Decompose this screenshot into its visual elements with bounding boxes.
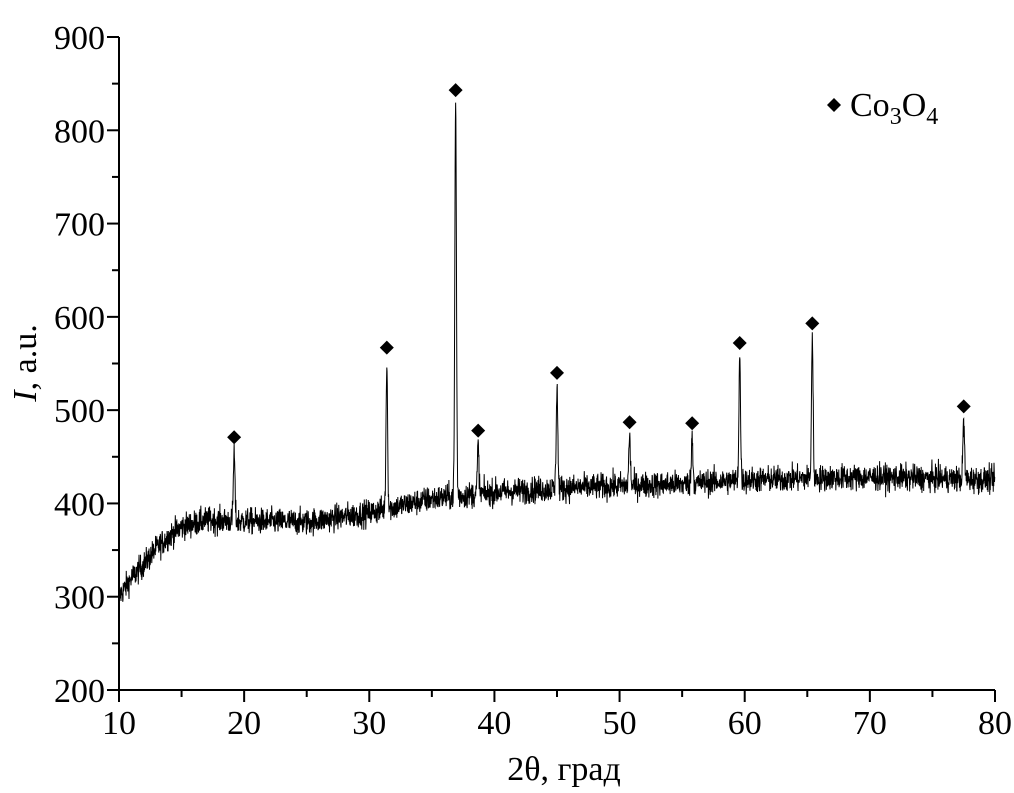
y-tick-label: 500 <box>54 393 105 430</box>
y-axis-title: I, a.u. <box>7 324 44 402</box>
x-tick-label: 20 <box>227 705 261 742</box>
xrd-series-line <box>118 102 996 602</box>
y-tick-label: 300 <box>54 580 105 617</box>
legend-subscript: 3 <box>890 104 902 130</box>
peak-diamond-marker <box>622 415 637 430</box>
legend: Co3O4 <box>827 87 938 130</box>
legend-label-part: O <box>902 87 927 124</box>
y-tick-label: 200 <box>54 673 105 710</box>
y-tick-label: 800 <box>54 113 105 150</box>
peak-diamond-marker <box>227 430 242 445</box>
peak-diamond-marker <box>732 335 747 350</box>
legend-diamond-marker <box>827 98 841 112</box>
y-axis-title-unit: , a.u. <box>7 324 44 390</box>
y-tick-label: 700 <box>54 207 105 244</box>
x-tick-label: 40 <box>477 705 511 742</box>
y-axis-ticks: 200 300 400 500 600 700 800 900 <box>54 20 119 710</box>
x-tick-label: 80 <box>978 705 1012 742</box>
y-tick-label: 400 <box>54 486 105 523</box>
y-tick-label: 900 <box>54 20 105 57</box>
peak-diamond-marker <box>956 399 971 414</box>
peak-diamond-marker <box>805 316 820 331</box>
legend-subscript: 4 <box>926 104 938 130</box>
peak-diamond-marker <box>379 340 394 355</box>
x-axis-ticks: 10 20 30 40 50 60 70 80 <box>102 690 1012 742</box>
legend-label: Co3O4 <box>850 87 938 130</box>
legend-label-part: Co <box>850 87 890 124</box>
x-tick-label: 60 <box>728 705 762 742</box>
peak-diamond-marker <box>448 83 463 98</box>
axes <box>118 37 995 691</box>
peak-diamond-marker <box>685 416 700 431</box>
x-axis-title: 2θ, град <box>507 751 621 788</box>
peak-diamond-marker <box>471 423 486 438</box>
y-tick-label: 600 <box>54 300 105 337</box>
x-tick-label: 70 <box>853 705 887 742</box>
xrd-pattern-line <box>118 102 996 602</box>
x-tick-label: 50 <box>603 705 637 742</box>
x-tick-label: 30 <box>352 705 386 742</box>
x-tick-label: 10 <box>102 705 136 742</box>
peak-diamond-marker <box>550 365 564 380</box>
peak-markers <box>227 83 971 445</box>
y-axis-title-symbol: I <box>7 389 44 403</box>
